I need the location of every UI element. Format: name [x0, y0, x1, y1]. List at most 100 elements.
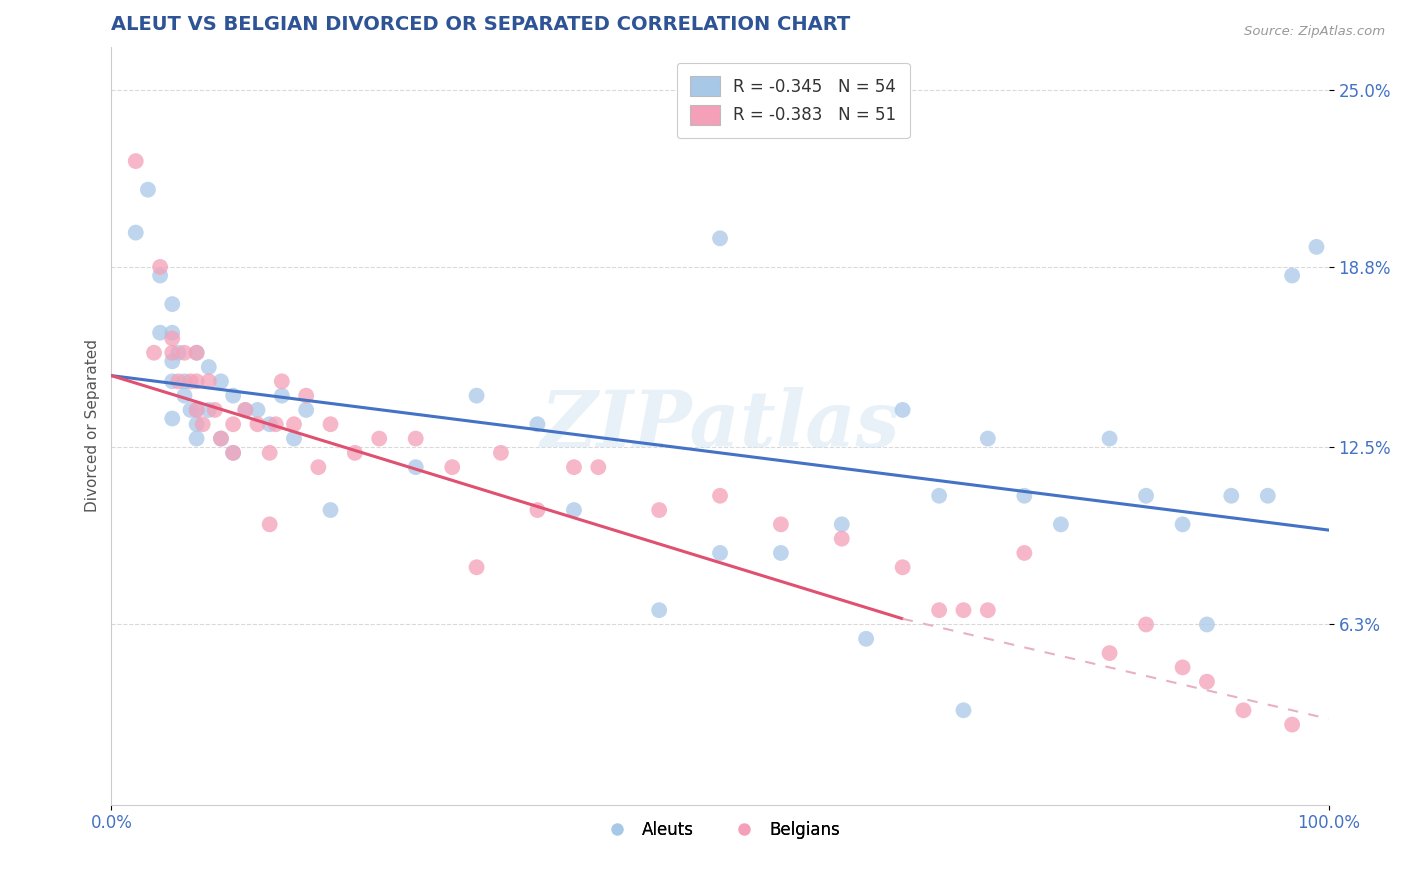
- Legend: Aleuts, Belgians: Aleuts, Belgians: [593, 814, 846, 846]
- Text: ALEUT VS BELGIAN DIVORCED OR SEPARATED CORRELATION CHART: ALEUT VS BELGIAN DIVORCED OR SEPARATED C…: [111, 15, 851, 34]
- Point: [167, 375, 190, 389]
- Point: [588, 460, 610, 475]
- Point: [928, 603, 950, 617]
- Point: [259, 446, 281, 460]
- Point: [222, 446, 245, 460]
- Point: [1281, 717, 1303, 731]
- Point: [319, 417, 342, 432]
- Point: [259, 417, 281, 432]
- Point: [1098, 432, 1121, 446]
- Point: [891, 403, 914, 417]
- Point: [197, 375, 219, 389]
- Point: [125, 154, 148, 169]
- Point: [186, 403, 208, 417]
- Point: [1171, 660, 1194, 674]
- Point: [1135, 617, 1157, 632]
- Point: [709, 231, 731, 245]
- Point: [162, 411, 184, 425]
- Point: [977, 432, 1000, 446]
- Point: [709, 489, 731, 503]
- Point: [709, 546, 731, 560]
- Point: [191, 417, 214, 432]
- Point: [405, 432, 427, 446]
- Point: [1257, 489, 1279, 503]
- Point: [1220, 489, 1243, 503]
- Point: [831, 532, 853, 546]
- Point: [167, 345, 190, 359]
- Point: [162, 297, 184, 311]
- Point: [233, 403, 256, 417]
- Point: [209, 375, 232, 389]
- Point: [136, 183, 159, 197]
- Point: [197, 359, 219, 374]
- Point: [149, 260, 172, 274]
- Point: [180, 403, 202, 417]
- Point: [648, 503, 671, 517]
- Point: [1014, 489, 1036, 503]
- Point: [489, 446, 512, 460]
- Point: [186, 417, 208, 432]
- Point: [855, 632, 877, 646]
- Point: [526, 503, 548, 517]
- Point: [197, 403, 219, 417]
- Point: [186, 345, 208, 359]
- Point: [209, 432, 232, 446]
- Point: [526, 417, 548, 432]
- Point: [891, 560, 914, 574]
- Point: [1305, 240, 1327, 254]
- Point: [283, 417, 305, 432]
- Point: [1195, 674, 1218, 689]
- Point: [270, 375, 292, 389]
- Point: [125, 226, 148, 240]
- Point: [1014, 546, 1036, 560]
- Point: [648, 603, 671, 617]
- Point: [222, 389, 245, 403]
- Point: [186, 375, 208, 389]
- Point: [1050, 517, 1073, 532]
- Point: [831, 517, 853, 532]
- Point: [465, 389, 488, 403]
- Point: [162, 354, 184, 368]
- Point: [1171, 517, 1194, 532]
- Point: [270, 389, 292, 403]
- Point: [186, 432, 208, 446]
- Point: [295, 389, 318, 403]
- Point: [264, 417, 287, 432]
- Point: [186, 345, 208, 359]
- Point: [928, 489, 950, 503]
- Point: [149, 268, 172, 283]
- Point: [173, 345, 195, 359]
- Point: [1098, 646, 1121, 660]
- Point: [180, 375, 202, 389]
- Point: [162, 326, 184, 340]
- Point: [173, 375, 195, 389]
- Point: [246, 417, 269, 432]
- Point: [173, 389, 195, 403]
- Point: [209, 432, 232, 446]
- Point: [143, 345, 166, 359]
- Point: [368, 432, 391, 446]
- Point: [222, 417, 245, 432]
- Point: [204, 403, 226, 417]
- Point: [465, 560, 488, 574]
- Point: [769, 517, 792, 532]
- Point: [259, 517, 281, 532]
- Point: [233, 403, 256, 417]
- Point: [562, 460, 585, 475]
- Point: [162, 331, 184, 345]
- Point: [769, 546, 792, 560]
- Text: ZIPatlas: ZIPatlas: [540, 387, 900, 464]
- Point: [1135, 489, 1157, 503]
- Point: [319, 503, 342, 517]
- Point: [222, 446, 245, 460]
- Point: [162, 345, 184, 359]
- Point: [952, 603, 974, 617]
- Point: [1281, 268, 1303, 283]
- Point: [952, 703, 974, 717]
- Point: [162, 375, 184, 389]
- Point: [149, 326, 172, 340]
- Y-axis label: Divorced or Separated: Divorced or Separated: [86, 339, 100, 512]
- Point: [246, 403, 269, 417]
- Point: [307, 460, 329, 475]
- Point: [441, 460, 464, 475]
